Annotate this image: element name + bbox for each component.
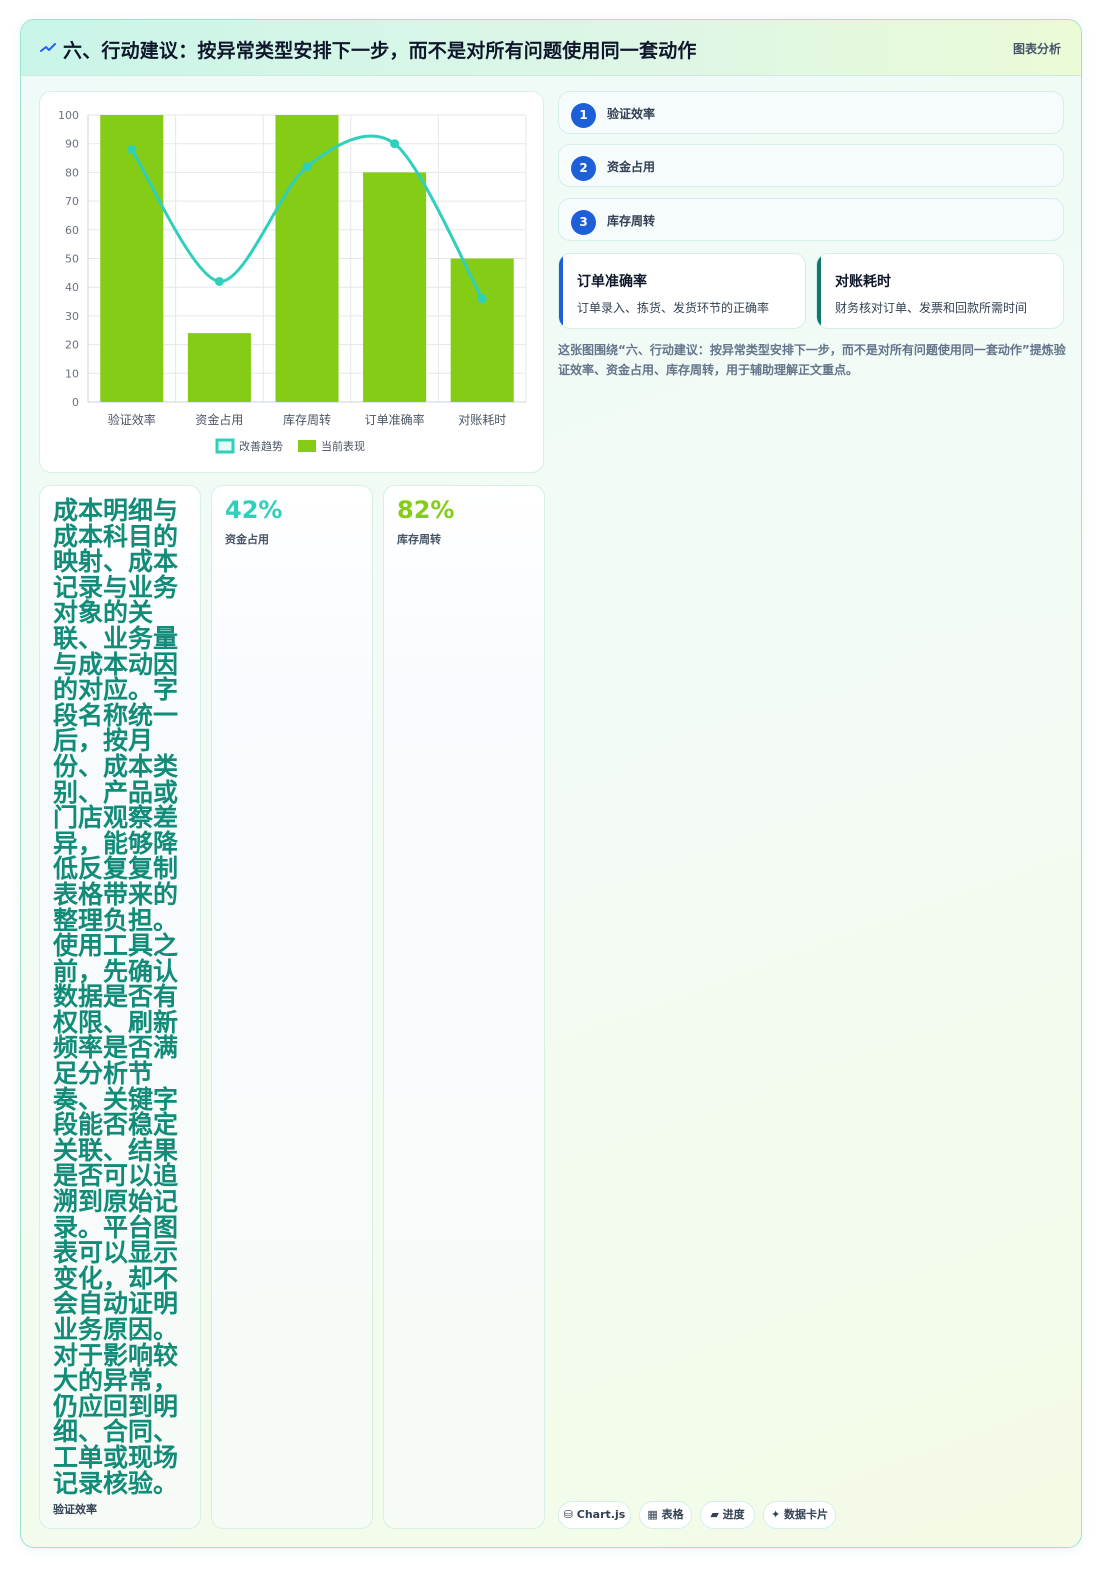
step-number: 3 [571,210,596,235]
legend-swatch-bar [298,440,316,452]
line-point [302,162,312,172]
page-title: 六、行动建议：按异常类型安排下一步，而不是对所有问题使用同一套动作 [63,40,697,62]
step-number: 2 [571,156,596,181]
metric-card-reconcile-time: 对账耗时 财务核对订单、发票和回款所需时间 [816,253,1064,329]
x-tick-label: 库存周转 [283,412,331,427]
step-label: 验证效率 [607,107,656,121]
report-panel: 六、行动建议：按异常类型安排下一步，而不是对所有问题使用同一套动作 图表分析 0… [20,19,1082,1548]
stat-card-inventory: 82% 库存周转 [383,485,545,1529]
stat-label: 资金占用 [225,533,269,546]
chip-label: Chart.js [576,1508,626,1521]
y-tick-label: 50 [65,253,79,266]
bar [363,172,427,402]
chip-chartjs[interactable]: ⛁ Chart.js [558,1501,631,1529]
metric-title: 对账耗时 [835,274,891,290]
x-tick-label: 资金占用 [195,412,243,427]
header-tag: 图表分析 [1012,42,1061,56]
bar [275,115,339,402]
y-tick-label: 0 [72,396,79,409]
step-label: 资金占用 [607,160,656,174]
y-tick-label: 30 [65,310,79,323]
bar [100,115,164,402]
step-item-1[interactable]: 1 验证效率 [558,91,1064,134]
header: 六、行动建议：按异常类型安排下一步，而不是对所有问题使用同一套动作 图表分析 [21,20,1081,76]
stat-card-capital: 42% 资金占用 [211,485,373,1529]
trend-icon [40,43,56,52]
step-item-2[interactable]: 2 资金占用 [558,144,1064,187]
metric-desc: 财务核对订单、发票和回款所需时间 [835,301,1028,315]
chart-note: 这张图围绕“六、行动建议：按异常类型安排下一步，而不是对所有问题使用同一套动作”… [558,343,1066,377]
x-tick-label: 验证效率 [108,412,156,427]
line-point [477,294,487,304]
text-card-label: 验证效率 [53,1503,97,1516]
x-tick-label: 对账耗时 [458,413,506,427]
metric-accent [559,254,563,328]
legend-swatch-line [215,438,235,454]
y-tick-label: 60 [65,224,79,237]
step-label: 库存周转 [607,214,656,228]
y-tick-label: 70 [65,195,79,208]
chart-card: 0 10 20 30 40 50 60 70 80 90 100 验证效率 资金占用 库存周转 订单准确率 对… [39,91,544,473]
text-card-body: 成本明细与成本科目的映射、成本记录与业务对象的关联、业务量与成本动因的对应。字段… [53,496,179,1498]
bar [450,258,514,402]
chip-table[interactable]: ▦ 表格 [639,1501,692,1529]
legend-label: 当前表现 [321,439,365,453]
metric-accent [817,254,821,328]
combo-chart: 0 10 20 30 40 50 60 70 80 90 100 验证效率 资金占用 库存周转 订单准确率 对… [58,109,527,454]
stat-value: 82% [397,496,455,524]
y-tick-label: 10 [65,367,79,380]
chip-progress[interactable]: ▰ 进度 [700,1501,755,1529]
step-item-3[interactable]: 3 库存周转 [558,198,1064,241]
y-tick-label: 20 [65,339,79,352]
chip-label: 数据卡片 [784,1508,829,1521]
stat-label: 库存周转 [397,533,441,546]
legend-label: 改善趋势 [239,439,283,453]
y-tick-label: 40 [65,281,79,294]
stat-value: 42% [225,496,283,524]
bar [187,333,251,402]
database-icon: ⛁ [563,1508,573,1521]
metric-card-order-accuracy: 订单准确率 订单录入、拣货、发货环节的正确率 [558,253,806,329]
chip-label: 表格 [661,1508,684,1521]
y-tick-label: 100 [58,109,79,122]
x-tick-label: 订单准确率 [365,412,425,427]
chip-label: 进度 [722,1508,745,1521]
metric-desc: 订单录入、拣货、发货环节的正确率 [577,301,770,315]
progress-icon: ▰ [710,1508,719,1521]
y-tick-label: 90 [65,138,79,151]
sparkle-icon: ✦ [770,1508,781,1521]
table-icon: ▦ [647,1508,658,1521]
y-tick-label: 80 [65,166,79,179]
text-card: 成本明细与成本科目的映射、成本记录与业务对象的关联、业务量与成本动因的对应。字段… [39,485,201,1529]
metric-title: 订单准确率 [577,274,647,290]
chip-data-card[interactable]: ✦ 数据卡片 [763,1501,836,1529]
line-point [390,139,400,149]
step-number: 1 [571,103,596,128]
line-point [127,144,137,154]
line-point [214,276,224,286]
